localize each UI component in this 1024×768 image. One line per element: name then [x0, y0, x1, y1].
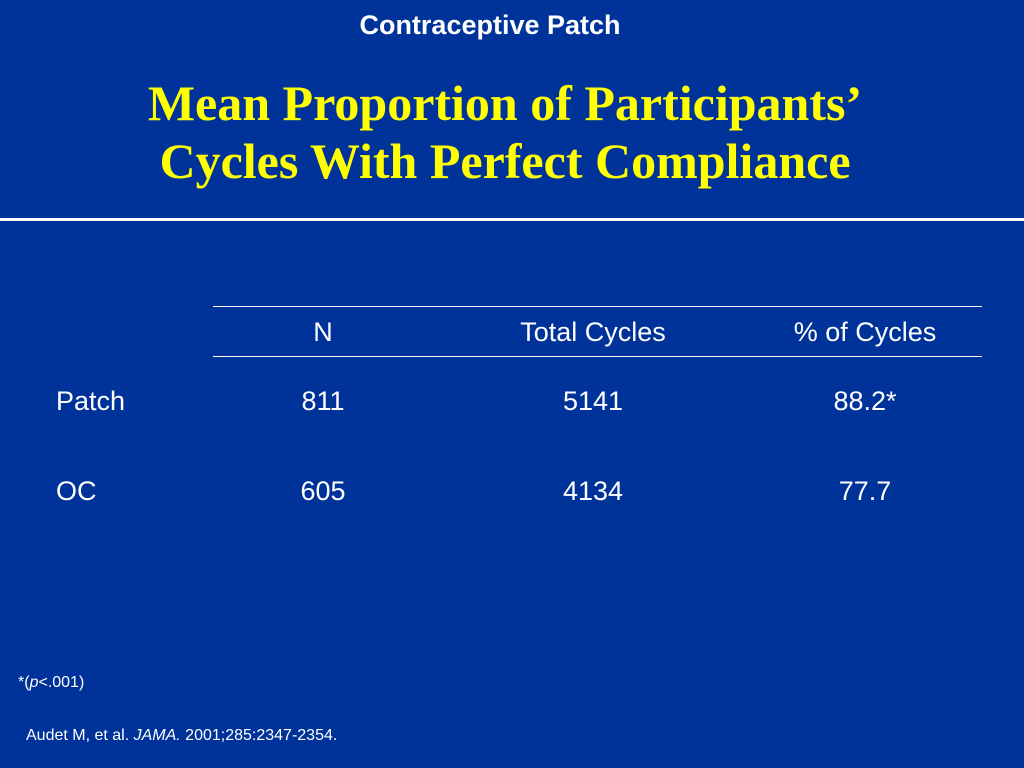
column-header-total-cycles: Total Cycles: [520, 317, 666, 347]
cell-n: 811: [301, 386, 345, 416]
row-label: OC: [56, 476, 97, 506]
citation-journal: JAMA.: [133, 727, 181, 744]
table-top-rule: [213, 306, 982, 307]
footnote-p: p: [29, 674, 39, 691]
citation-authors: Audet M, et al.: [26, 727, 134, 744]
slide-title-line-2: Cycles With Perfect Compliance: [159, 133, 851, 189]
slide-title: Mean Proportion of Participants’ Cycles …: [0, 74, 1010, 190]
row-label: Patch: [56, 386, 126, 416]
cell-pct-cycles: 77.7: [838, 476, 892, 506]
header-label: Contraceptive Patch: [359, 10, 621, 40]
table-header-rule: [213, 356, 982, 357]
citation-details: 2001;285:2347-2354.: [180, 727, 338, 744]
column-header-pct-cycles: % of Cycles: [793, 317, 937, 347]
footnote: *(p<.001): [18, 674, 84, 692]
citation: Audet M, et al. JAMA. 2001;285:2347-2354…: [26, 727, 337, 745]
cell-n: 605: [300, 476, 346, 506]
title-divider: [0, 218, 1024, 221]
footnote-prefix: *(: [18, 674, 30, 691]
cell-total-cycles: 5141: [562, 386, 624, 416]
cell-total-cycles: 4134: [562, 476, 624, 506]
cell-pct-cycles: 88.2*: [833, 386, 897, 416]
footnote-suffix: <.001): [38, 674, 85, 691]
slide-title-line-1: Mean Proportion of Participants’: [147, 75, 863, 131]
column-header-n: N: [313, 317, 333, 347]
